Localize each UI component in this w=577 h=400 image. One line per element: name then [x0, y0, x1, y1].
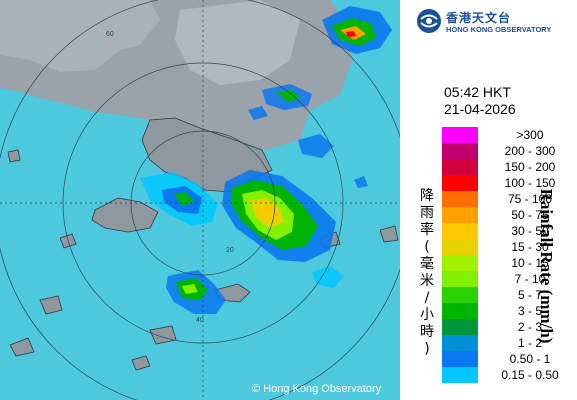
legend-title-zh-char: ) [424, 341, 430, 357]
ring-label-40: 40 [196, 317, 204, 324]
legend-swatch [442, 239, 478, 255]
radar-map-graphic: 60 40 20 [0, 0, 400, 400]
rain-echo-heavy [182, 284, 198, 294]
legend-row: 1 - 2 [442, 335, 577, 351]
legend-title-zh-char: / [424, 290, 430, 306]
mainland-relief [0, 0, 160, 72]
legend-swatch [442, 319, 478, 335]
rain-echoes [140, 6, 392, 314]
legend-title-zh-char: 時 [420, 324, 434, 340]
legend-title-zh: 降雨率(毫米 / 小時) [419, 188, 435, 358]
legend-row: 30 - 50 [442, 223, 577, 239]
range-ring-40 [62, 62, 344, 344]
legend-row: 100 - 150 [442, 175, 577, 191]
rain-echo-light [354, 176, 368, 188]
island [131, 355, 151, 371]
radar-map[interactable]: 60 40 20 © Hong Kong Observatory [0, 0, 400, 400]
rain-echo-moderate [276, 90, 300, 102]
ring-label-20: 20 [226, 247, 234, 254]
legend-range-label: 15 - 30 [511, 240, 549, 254]
legend-swatch [442, 159, 478, 175]
legend-title-en-text: Rainfall Rate (mm/h) [537, 188, 556, 344]
legend-title-zh-char: 率 [420, 222, 434, 238]
legend-range-label: 3 - 5 [517, 304, 542, 318]
legend-row: 50 - 75 [442, 207, 577, 223]
legend-title-zh-char: 小 [420, 307, 434, 323]
rain-echo-core [346, 31, 356, 37]
observation-time: 05:42 HKT [444, 84, 511, 100]
legend-row: 15 - 30 [442, 239, 577, 255]
rain-echo-core [258, 205, 276, 220]
rain-echo-heavy [174, 192, 194, 206]
rain-echo-light [312, 266, 344, 288]
legend-swatch [442, 287, 478, 303]
legend-row: 5 - 7 [442, 287, 577, 303]
legend-swatch [442, 127, 478, 143]
legend-title-zh-char: ( [424, 239, 430, 255]
legend-swatch [442, 143, 478, 159]
legend-row: 75 - 100 [442, 191, 577, 207]
legend-range-label: 10 - 15 [511, 256, 549, 270]
hko-emblem-icon [416, 8, 442, 34]
legend-row: 7 - 10 [442, 271, 577, 287]
rain-echo-light [248, 106, 268, 120]
lantau-island [91, 197, 159, 233]
legend-title-zh-char: 降 [420, 188, 434, 204]
legend-range-label: 50 - 75 [511, 208, 549, 222]
legend-title-zh-char: 米 [420, 273, 434, 289]
legend-swatch [442, 303, 478, 319]
legend-swatch [442, 175, 478, 191]
legend-panel [400, 0, 577, 400]
range-rings [0, 0, 400, 400]
legend-row: >300 [442, 127, 577, 143]
observation-date: 21-04-2026 [444, 101, 516, 117]
island [379, 225, 399, 243]
legend-range-label: 150 - 200 [504, 160, 556, 174]
legend-swatch [442, 223, 478, 239]
legend-range-label: 7 - 10 [514, 272, 546, 286]
logo-name-en: HONG KONG OBSERVATORY [446, 25, 552, 34]
legend-range-label: 100 - 150 [504, 176, 556, 190]
legend-range-label: 2 - 3 [517, 320, 542, 334]
island [9, 337, 35, 357]
legend-row: 2 - 3 [442, 319, 577, 335]
ring-label-60: 60 [106, 31, 114, 38]
legend-swatch [442, 271, 478, 287]
island [7, 149, 21, 163]
legend-row: 0.50 - 1 [442, 351, 577, 367]
legend-title-zh-char: 雨 [420, 205, 434, 221]
legend-swatch [442, 255, 478, 271]
logo-name-zh: 香港天文台 [446, 11, 512, 25]
island [149, 325, 177, 345]
legend-range-label: 75 - 100 [507, 192, 553, 206]
legend-swatch [442, 367, 478, 383]
legend-range-label: 1 - 2 [517, 336, 542, 350]
legend-row: 200 - 300 [442, 143, 577, 159]
mainland-relief [175, 0, 300, 85]
legend-range-label: 0.50 - 1 [509, 352, 551, 366]
legend-range-label: 30 - 50 [511, 224, 549, 238]
copyright-notice: © Hong Kong Observatory [252, 383, 382, 395]
legend-row: 0.15 - 0.50 [442, 367, 577, 383]
legend-row: 150 - 200 [442, 159, 577, 175]
legend-range-label: 200 - 300 [504, 144, 556, 158]
legend-row: 3 - 5 [442, 303, 577, 319]
legend-title-zh-char: 毫 [420, 256, 434, 272]
legend-range-label: 0.15 - 0.50 [501, 368, 559, 382]
legend-swatch [442, 351, 478, 367]
legend-row: 10 - 15 [442, 255, 577, 271]
island [39, 295, 63, 315]
legend-range-label: >300 [516, 128, 544, 142]
rain-echo-light [298, 134, 334, 158]
legend-swatch [442, 335, 478, 351]
legend-swatch [442, 191, 478, 207]
legend-range-label: 5 - 7 [517, 288, 542, 302]
legend-swatch [442, 207, 478, 223]
hko-logo[interactable]: 香港天文台 HONG KONG OBSERVATORY [416, 8, 576, 36]
